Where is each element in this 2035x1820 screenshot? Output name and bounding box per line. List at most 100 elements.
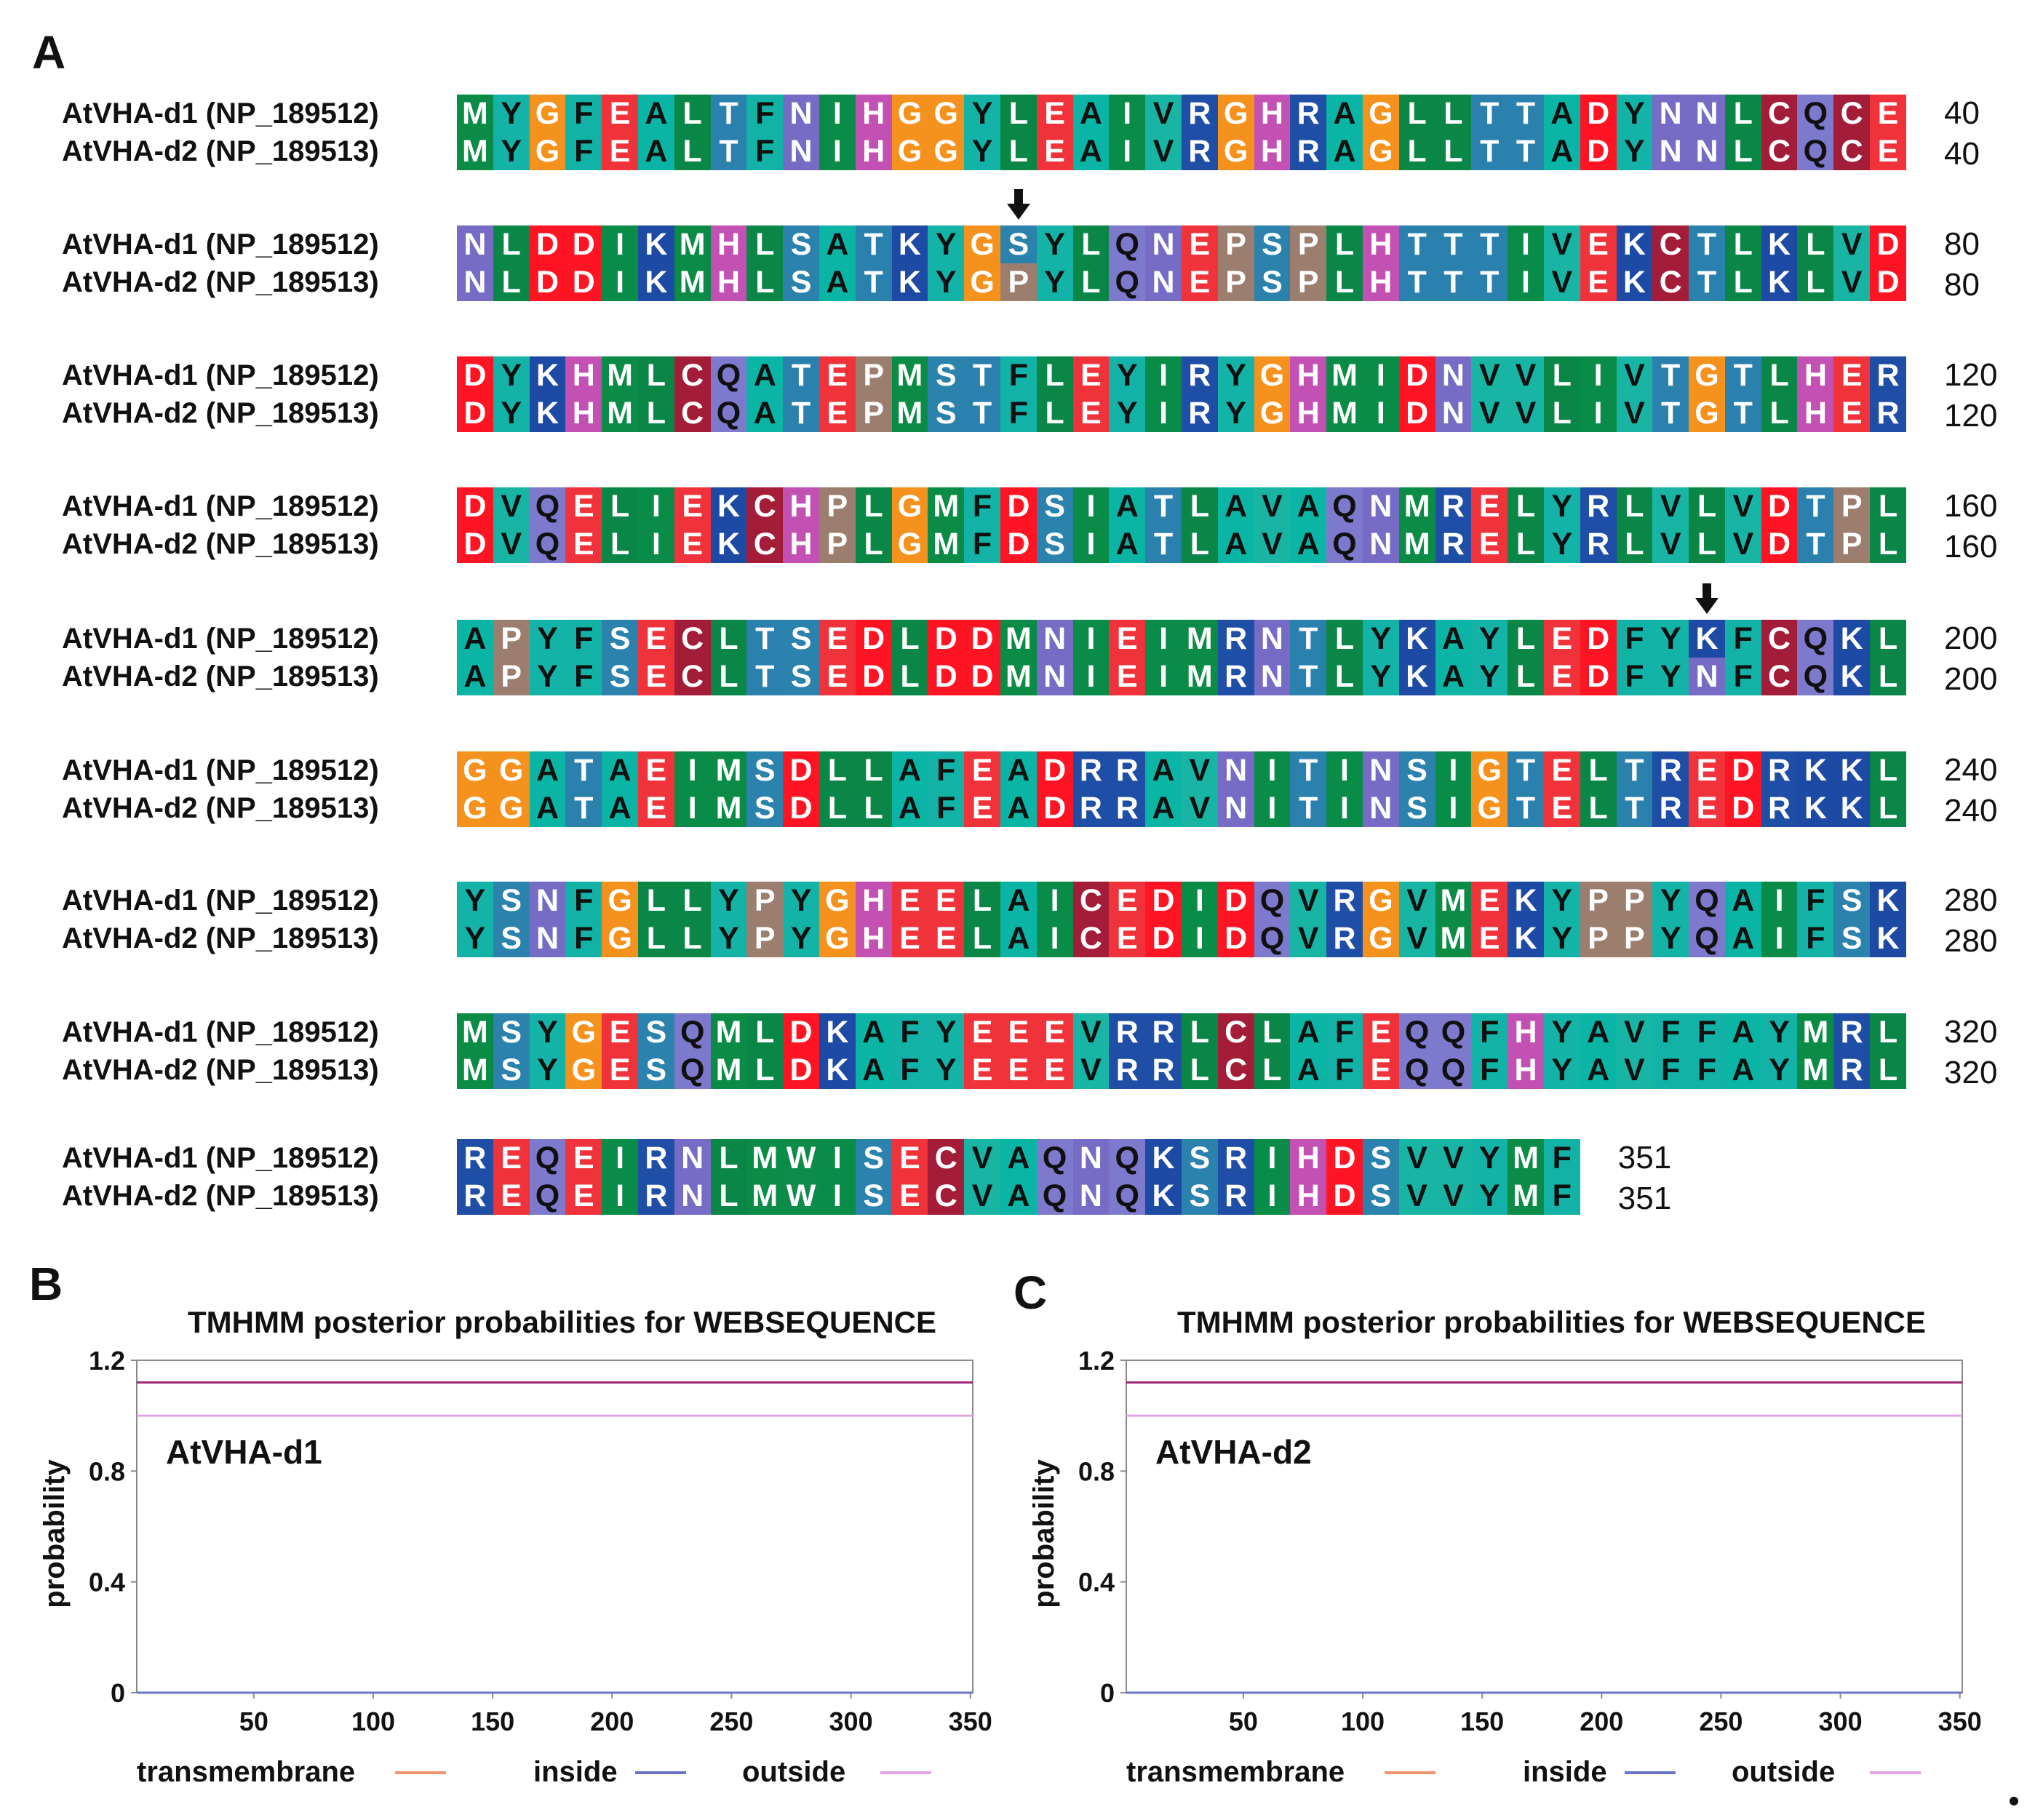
residue-d2: N — [1072, 1177, 1110, 1215]
residue-d1: L — [1761, 356, 1798, 394]
residue-d1: D — [1398, 356, 1435, 394]
residue-d2: Y — [1036, 263, 1073, 301]
residue-d2: D — [565, 263, 602, 301]
residue-d1: Y — [529, 1013, 566, 1051]
residue-d2: E — [891, 1177, 928, 1215]
residue-d1: M — [457, 1013, 493, 1051]
residue-d1: L — [1870, 1013, 1906, 1051]
residue-d2: V — [1398, 919, 1435, 957]
residue-d1: R — [1181, 356, 1218, 394]
residue-d1: E — [1036, 1013, 1073, 1051]
residue-d1: E — [819, 356, 856, 394]
residue-d1: F — [746, 95, 784, 132]
residue-d2: T — [855, 263, 892, 301]
residue-d2: K — [637, 263, 674, 301]
residue-d1: H — [855, 882, 892, 919]
protein-annotation: AtVHA-d2 — [1155, 1433, 1312, 1471]
residue-d2: G — [493, 789, 530, 827]
residue-d1: K — [819, 1013, 856, 1051]
residue-d1: E — [1109, 882, 1146, 919]
sequence-name-d2: AtVHA-d2 (NP_189513) — [62, 528, 379, 560]
y-tick-label: 0.8 — [89, 1456, 125, 1486]
residue-d2: M — [1000, 658, 1037, 695]
residue-d1: R — [1181, 95, 1218, 132]
residue-d2: H — [783, 525, 819, 563]
residue-d2: D — [928, 658, 965, 695]
residue-d1: D — [565, 225, 602, 263]
residue-d1: R — [1072, 751, 1110, 789]
residue-d1: R — [1833, 1013, 1871, 1051]
residue-d2: V — [1616, 1051, 1653, 1089]
residue-d1: E — [819, 620, 856, 658]
residue-d2: S — [602, 658, 638, 695]
residue-d2: M — [674, 263, 711, 301]
residue-d1: C — [1833, 95, 1871, 132]
residue-d1: F — [1326, 1013, 1363, 1051]
residue-d1: T — [1508, 751, 1544, 789]
residue-d1: Q — [1797, 620, 1834, 658]
residue-d2: L — [1616, 525, 1653, 563]
residue-d2: P — [819, 525, 856, 563]
residue-d2: P — [855, 394, 892, 432]
residue-d1: T — [746, 620, 784, 658]
residue-d2: F — [891, 1051, 928, 1089]
residue-d1: L — [1616, 487, 1653, 525]
residue-d1: M — [1398, 487, 1435, 525]
residue-d1: E — [1471, 882, 1508, 919]
y-tick-label: 1.2 — [1078, 1346, 1115, 1376]
residue-d1: E — [565, 487, 602, 525]
panel-label-a: A — [32, 26, 66, 79]
residue-d2: A — [1072, 132, 1110, 170]
residue-d2: L — [891, 658, 928, 695]
residue-d2: G — [1362, 132, 1399, 170]
residue-d1: I — [819, 1139, 856, 1177]
residue-d1: G — [565, 1013, 602, 1051]
residue-d1: L — [1870, 487, 1906, 525]
residue-d1: F — [1616, 620, 1653, 658]
residue-d2: T — [1435, 263, 1472, 301]
residue-d1: V — [1398, 882, 1435, 919]
residue-d2: Q — [1109, 263, 1146, 301]
residue-d2: Q — [529, 1177, 566, 1215]
legend-label-transmembrane: transmembrane — [137, 1756, 355, 1788]
residue-d2: V — [1652, 525, 1689, 563]
residue-d1: G — [1362, 95, 1399, 132]
residue-d1: G — [1689, 356, 1725, 394]
residue-d2: P — [1217, 263, 1254, 301]
x-tick-label: 300 — [1819, 1707, 1863, 1736]
residue-d2: D — [1580, 132, 1617, 170]
sequence-name-d1: AtVHA-d1 (NP_189512) — [62, 490, 379, 522]
x-tick-label: 250 — [1699, 1707, 1743, 1736]
